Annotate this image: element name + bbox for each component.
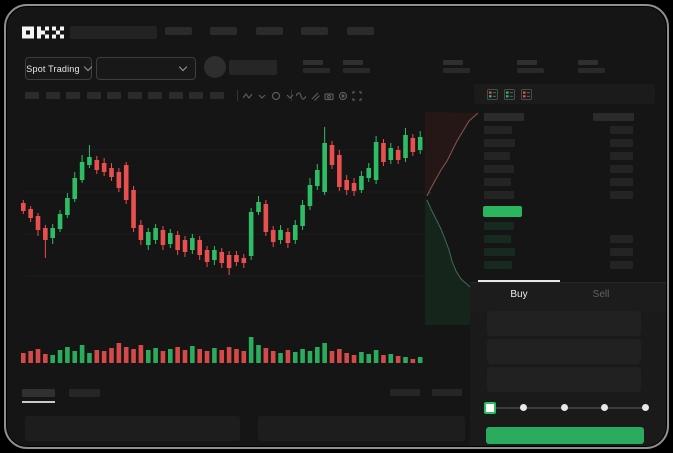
toolbar-divider: [237, 90, 238, 101]
timeframe-block[interactable]: [87, 92, 101, 99]
amount-slider-track[interactable]: [490, 407, 645, 409]
slider-handle[interactable]: [484, 402, 496, 414]
orderbook-bid-size: [610, 261, 633, 269]
toolbar-divider: [291, 90, 292, 101]
slider-stop-dot[interactable]: [519, 404, 527, 411]
orderbook-last-price[interactable]: [483, 206, 522, 217]
pair-name-block[interactable]: [229, 60, 277, 75]
bottom-tab[interactable]: [69, 389, 100, 397]
orderbook-bid-row[interactable]: [484, 235, 511, 243]
fullscreen-icon[interactable]: [352, 91, 362, 101]
bottom-action-block[interactable]: [432, 389, 462, 396]
buy-tab-indicator: [478, 280, 560, 282]
orderbook-ask-size: [610, 191, 633, 199]
timeframe-block[interactable]: [46, 92, 60, 99]
timeframe-block[interactable]: [169, 92, 183, 99]
nav-item-block[interactable]: [301, 27, 328, 35]
chart-gridlines: [25, 149, 425, 277]
nav-item-block[interactable]: [256, 27, 283, 35]
coin-avatar[interactable]: [204, 56, 226, 78]
stat-label-block: [303, 60, 323, 65]
tab-sell[interactable]: Sell: [592, 289, 610, 300]
bottom-action-block[interactable]: [390, 389, 420, 396]
orderbook-ask-size: [610, 165, 633, 173]
book-asks-only-icon[interactable]: [521, 89, 532, 100]
timeframe-block[interactable]: [189, 92, 203, 99]
stat-value-block: [343, 68, 370, 73]
order-input-field[interactable]: [487, 367, 641, 392]
chart-canvas[interactable]: [7, 7, 666, 446]
app-window: Spot Trading ‹: [7, 7, 666, 446]
orderbook-header-price: [484, 113, 524, 121]
orderbook-bid-size: [610, 235, 633, 243]
chevron-down-icon[interactable]: [285, 91, 295, 101]
orderbook-bid-row[interactable]: [484, 222, 514, 230]
orderbook-toolbar: [474, 84, 655, 104]
timeframe-block[interactable]: [128, 92, 142, 99]
chart-type-circle-icon[interactable]: [271, 91, 281, 101]
orderbook-ask-row[interactable]: [484, 178, 511, 186]
book-combined-icon[interactable]: [487, 89, 498, 100]
timeframe-block[interactable]: [148, 92, 162, 99]
orderbook-ask-size: [610, 178, 633, 186]
bottom-tab-active[interactable]: [22, 389, 55, 397]
nav-item-block[interactable]: [210, 27, 237, 35]
depth-collapse-handle[interactable]: ‹: [428, 186, 431, 196]
orderbook-bid-size: [610, 248, 633, 256]
timeframe-block[interactable]: [66, 92, 80, 99]
book-bids-only-icon[interactable]: [504, 89, 515, 100]
draw-lines-icon[interactable]: [310, 91, 320, 101]
timeframe-block[interactable]: [210, 92, 224, 99]
orderbook-bid-row[interactable]: [484, 261, 512, 269]
timeframe-block[interactable]: [25, 92, 39, 99]
bottom-tab-indicator: [22, 401, 55, 403]
buy-submit-button[interactable]: [486, 427, 644, 444]
navbar-search-block[interactable]: [70, 26, 157, 39]
orderbook-ask-size: [610, 126, 633, 134]
stat-label-block: [578, 60, 598, 65]
nav-item-block[interactable]: [347, 27, 374, 35]
market-type-selector[interactable]: Spot Trading: [25, 57, 92, 80]
trading-pair-selector[interactable]: [96, 57, 196, 80]
stat-label-block: [443, 60, 463, 65]
bottom-input-field[interactable]: [25, 416, 240, 441]
stat-value-block: [303, 68, 330, 73]
sine-wave-icon[interactable]: [296, 91, 306, 101]
indicators-zigzag-icon[interactable]: [243, 91, 253, 101]
stat-label-block: [343, 60, 363, 65]
stat-value-block: [578, 68, 605, 73]
order-input-field[interactable]: [487, 311, 641, 336]
orderbook-header-amount: [593, 113, 634, 121]
orderbook-ask-row[interactable]: [484, 165, 514, 173]
okx-logo[interactable]: [22, 26, 64, 39]
orderbook-ask-row[interactable]: [484, 139, 515, 147]
stat-label-block: [517, 60, 537, 65]
trade-form-tabbar: [470, 282, 666, 313]
nav-item-block[interactable]: [165, 27, 192, 35]
candlestick-chart[interactable]: [21, 127, 423, 275]
stat-value-block: [517, 68, 544, 73]
camera-icon[interactable]: [324, 91, 334, 101]
order-input-field[interactable]: [487, 339, 641, 364]
orderbook-ask-size: [610, 152, 633, 160]
market-type-label: Spot Trading: [26, 63, 80, 74]
slider-stop-dot[interactable]: [600, 404, 608, 411]
slider-stop-dot[interactable]: [641, 404, 649, 411]
orderbook-ask-row[interactable]: [484, 126, 512, 134]
stat-value-block: [443, 68, 470, 73]
target-icon[interactable]: [338, 91, 348, 101]
orderbook-ask-size: [610, 139, 633, 147]
timeframe-block[interactable]: [107, 92, 121, 99]
chevron-down-icon[interactable]: [257, 91, 267, 101]
bottom-input-field[interactable]: [258, 416, 465, 441]
slider-stop-dot[interactable]: [560, 404, 568, 411]
tab-buy[interactable]: Buy: [510, 289, 528, 300]
orderbook-ask-row[interactable]: [484, 191, 514, 199]
volume-bars[interactable]: [21, 337, 423, 363]
orderbook-ask-row[interactable]: [484, 152, 510, 160]
orderbook-bid-row[interactable]: [484, 248, 515, 256]
